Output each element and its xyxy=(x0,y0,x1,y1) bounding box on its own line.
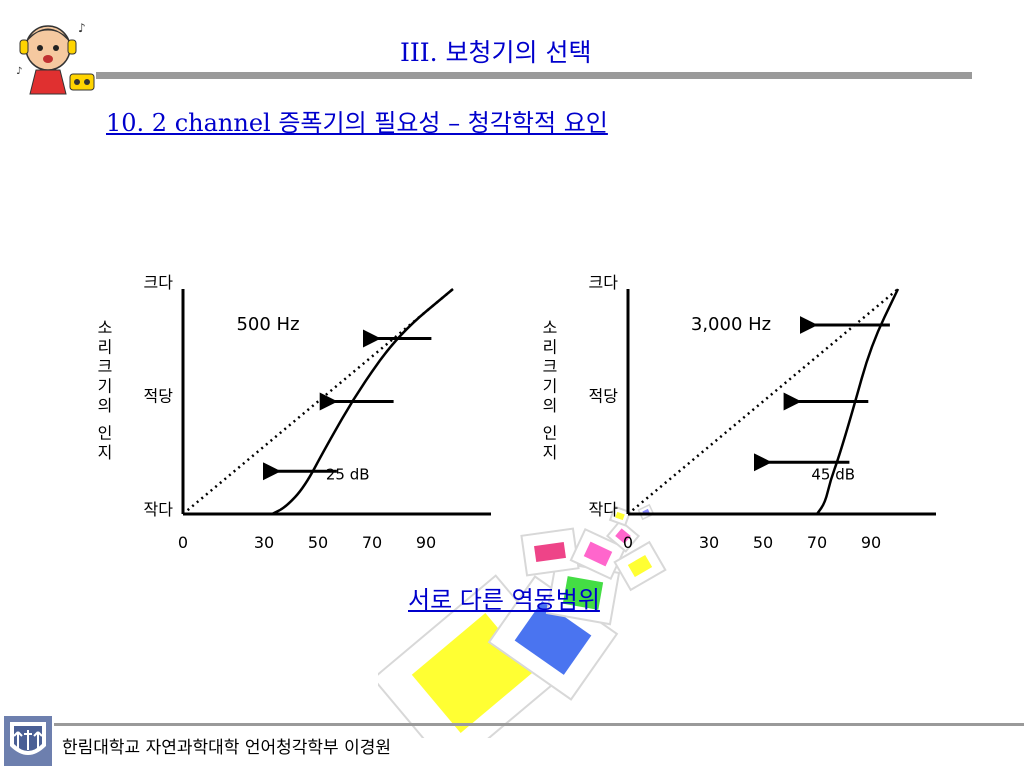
chart-title: 500 Hz xyxy=(236,314,299,335)
y-axis-label-char: 기 xyxy=(543,377,558,396)
y-tick-label: 작다 xyxy=(144,500,174,519)
y-tick-label: 적당 xyxy=(144,387,174,406)
y-axis-label-char: 소 xyxy=(98,318,113,337)
x-tick-label: 0 xyxy=(178,533,188,552)
x-tick-label: 30 xyxy=(699,533,719,552)
university-logo-icon xyxy=(4,716,52,766)
x-tick-label: 30 xyxy=(254,533,274,552)
y-axis-label-char: 의 xyxy=(98,396,113,415)
footer-text: 한림대학교 자연과학대학 언어청각학부 이경원 xyxy=(62,738,392,758)
chart-caption: 서로 다른 역동범위 xyxy=(408,586,600,614)
series-line-dotted xyxy=(182,288,454,515)
svg-text:♪: ♪ xyxy=(16,66,22,77)
y-axis-label-char: 크 xyxy=(98,357,113,376)
title-divider xyxy=(96,72,972,79)
gap-annotation: 25 dB xyxy=(326,466,370,484)
gap-annotation: 45 dB xyxy=(811,466,855,484)
series-line-dotted xyxy=(627,288,899,515)
x-tick-label: 0 xyxy=(623,533,633,552)
y-axis-label-char: 리 xyxy=(543,338,558,357)
y-axis-label-char: 인 xyxy=(98,424,113,443)
page-title: III. 보청기의 선택 xyxy=(400,38,592,67)
y-axis-label-char: 지 xyxy=(98,443,113,462)
y-tick-label: 크다 xyxy=(589,273,619,292)
x-tick-label: 50 xyxy=(753,533,773,552)
svg-text:♪: ♪ xyxy=(78,21,86,35)
y-axis-label-char: 기 xyxy=(98,377,113,396)
x-tick-label: 70 xyxy=(807,533,827,552)
y-axis-label-char: 크 xyxy=(543,357,558,376)
series-line-solid xyxy=(815,288,900,515)
y-axis-label-char: 지 xyxy=(543,443,558,462)
y-axis-label-char: 소 xyxy=(543,318,558,337)
y-tick-label: 크다 xyxy=(144,273,174,292)
y-axis-label-char: 인 xyxy=(543,424,558,443)
x-tick-label: 90 xyxy=(416,533,436,552)
mascot-icon: ♪ ♪ xyxy=(16,21,95,95)
section-subtitle: 10. 2 channel 증폭기의 필요성 – 청각학적 요인 xyxy=(106,109,608,137)
decorative-cards xyxy=(378,503,667,738)
x-tick-label: 50 xyxy=(308,533,328,552)
footer-divider xyxy=(54,723,1024,726)
y-axis-label-char: 의 xyxy=(543,396,558,415)
y-tick-label: 적당 xyxy=(589,387,619,406)
y-axis-label-char: 리 xyxy=(98,338,113,357)
x-tick-label: 70 xyxy=(362,533,382,552)
chart-title: 3,000 Hz xyxy=(691,314,771,335)
y-tick-label: 작다 xyxy=(589,500,619,519)
series-line-solid xyxy=(271,288,454,516)
x-tick-label: 90 xyxy=(861,533,881,552)
